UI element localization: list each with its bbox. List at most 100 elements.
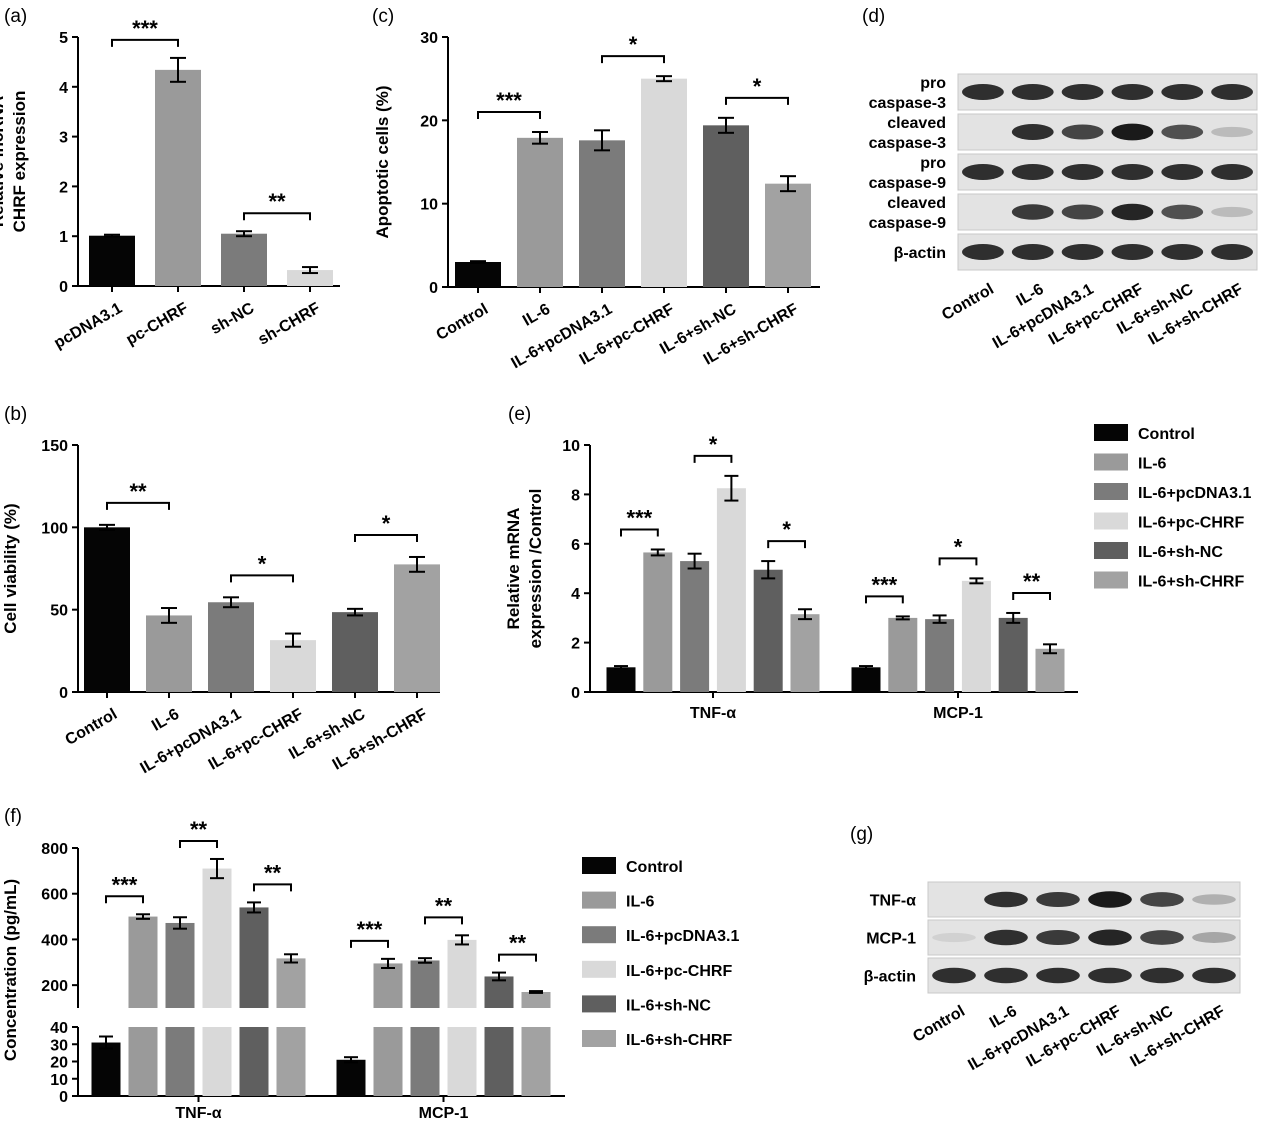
legend-label: IL-6+sh-NC (1138, 544, 1223, 561)
bar (517, 137, 563, 287)
bar (579, 140, 625, 287)
significance-label: * (382, 511, 391, 536)
significance-label: * (753, 74, 762, 99)
bar (373, 963, 403, 1008)
y-tick-label: 5 (59, 30, 68, 47)
error-bar (932, 614, 947, 624)
blot-band (961, 84, 1004, 100)
y-tick-label: 2 (571, 636, 580, 653)
significance-label: * (629, 32, 638, 57)
blot-row-label: cleaved (887, 115, 946, 132)
error-bar (724, 474, 739, 502)
blot-lane-label: IL-6 (987, 1003, 1020, 1032)
blot-band (1211, 126, 1254, 138)
bar (155, 69, 201, 286)
significance-bracket: * (725, 74, 789, 105)
blot-strip (927, 919, 1241, 956)
y-tick-label: 2 (59, 179, 68, 196)
blot-band (1088, 929, 1132, 946)
bar-lower-segment (165, 1027, 195, 1096)
legend-swatch (582, 926, 616, 944)
legend-label: IL-6+pc-CHRF (1138, 515, 1244, 532)
y-tick-label: 400 (41, 932, 68, 949)
blot-band (1011, 204, 1054, 220)
x-tick-label: TNF-α (690, 705, 736, 722)
y-tick-label: 6 (571, 537, 580, 554)
significance-label: *** (872, 572, 898, 597)
blot-band (961, 244, 1004, 260)
bar (89, 235, 135, 286)
y-tick-label: 8 (571, 487, 580, 504)
significance-label: *** (357, 917, 383, 942)
error-bar (798, 608, 812, 621)
error-bar (780, 175, 796, 193)
blot-band (1088, 891, 1132, 908)
significance-bracket: *** (111, 16, 179, 47)
y-tick-label: 0 (59, 1089, 68, 1106)
legend-label: IL-6+pc-CHRF (626, 963, 732, 980)
x-tick-label: IL-6 (149, 706, 182, 735)
error-bar (532, 131, 548, 145)
blot-band (1061, 124, 1104, 140)
significance-bracket: * (767, 517, 806, 549)
significance-label: ** (509, 931, 527, 956)
blot-row-label: TNF-α (870, 893, 916, 910)
y-tick-label: 150 (41, 438, 68, 455)
bar-lower-segment (447, 1027, 477, 1096)
blot-band (1061, 244, 1104, 260)
blot-row-label: pro (920, 155, 946, 172)
blot-band (1192, 967, 1236, 984)
error-bar (381, 957, 395, 969)
blot-band (1192, 894, 1236, 905)
bar (888, 617, 918, 692)
legend-label: Control (626, 859, 683, 876)
significance-bracket: * (938, 534, 978, 566)
bar (753, 569, 783, 692)
error-bar (1043, 643, 1057, 655)
legend-swatch (582, 1030, 616, 1047)
blot-strip (957, 113, 1258, 151)
significance-label: ** (190, 817, 208, 842)
error-bar (761, 560, 776, 580)
blot-lane-label: Control (939, 281, 997, 324)
significance-bracket: ** (243, 189, 311, 221)
error-bar (529, 990, 543, 994)
legend-swatch (1094, 483, 1128, 500)
x-tick-label: pc-CHRF (123, 300, 191, 349)
y-tick-label: 3 (59, 130, 68, 147)
bar-lower-segment (410, 1027, 440, 1096)
significance-bracket: * (601, 32, 665, 64)
blot-strip (927, 881, 1241, 918)
bar (606, 667, 636, 692)
blot-strip (957, 193, 1258, 231)
significance-label: ** (268, 189, 286, 214)
error-bar (223, 596, 239, 609)
bar (239, 907, 269, 1008)
legend-swatch (582, 857, 616, 874)
y-tick-label: 30 (420, 30, 438, 47)
error-bar (418, 957, 432, 964)
x-tick-label: IL-6 (520, 301, 553, 330)
significance-bracket: *** (105, 872, 144, 904)
bar (765, 183, 811, 287)
bar (716, 488, 746, 692)
y-tick-label: 800 (41, 841, 68, 858)
y-axis-label: CHRF expression (10, 91, 29, 233)
bar (276, 958, 306, 1008)
legend-label: Control (1138, 426, 1195, 443)
blot-band (1140, 930, 1184, 945)
bar (84, 527, 130, 692)
panel-label: (d) (862, 6, 885, 27)
blot-lane-label: IL-6 (1014, 281, 1047, 310)
blot-band (1161, 84, 1204, 100)
legend-label: IL-6+sh-CHRF (626, 1032, 732, 1049)
significance-label: * (954, 534, 963, 559)
error-bar (344, 1056, 358, 1064)
error-bar (614, 665, 628, 670)
error-bar (969, 577, 984, 585)
legend-swatch (582, 960, 616, 978)
bar (165, 922, 195, 1008)
blot-band (1111, 123, 1154, 141)
error-bar (247, 901, 261, 914)
